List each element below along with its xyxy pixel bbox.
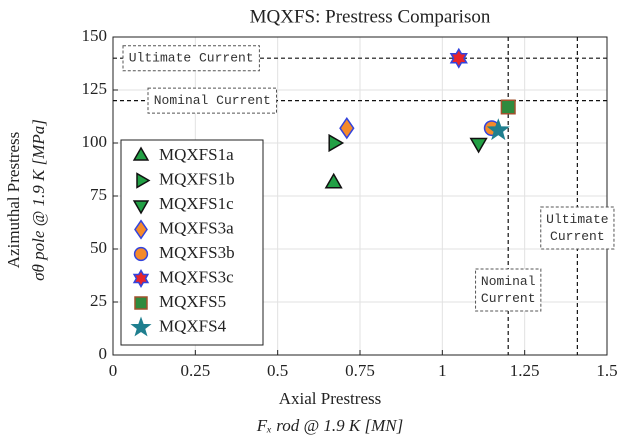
y-tick-label: 50 xyxy=(90,238,107,257)
x-tick-label: 0.5 xyxy=(267,361,288,380)
reference-label-text: Ultimate Current xyxy=(129,51,254,66)
reference-label: Ultimate Current xyxy=(122,45,260,72)
marker xyxy=(486,118,510,141)
legend-box xyxy=(120,139,264,346)
label-box xyxy=(475,268,542,312)
reference-label: Nominal Current xyxy=(147,87,277,114)
reference-label-text: Nominal Current xyxy=(154,93,271,108)
label-box xyxy=(147,87,277,114)
y-tick-label: 75 xyxy=(90,185,107,204)
reference-label-text: Current xyxy=(550,229,605,244)
x-axis-label: Fₓ rod @ 1.9 K [MN] xyxy=(256,416,403,435)
y-tick-label: 100 xyxy=(82,132,108,151)
legend-marker xyxy=(133,246,149,262)
legend-label: MQXFS1a xyxy=(159,145,234,164)
marker xyxy=(324,172,343,189)
reference-label-text: Nominal xyxy=(481,274,536,289)
legend-label: MQXFS3a xyxy=(159,218,234,237)
reference-label: Ultimate Current xyxy=(540,206,615,250)
legend-marker xyxy=(134,296,148,310)
label-box xyxy=(540,206,615,250)
legend-label: MQXFS1c xyxy=(159,194,234,213)
chart-title: MQXFS: Prestress Comparison xyxy=(250,6,491,27)
marker xyxy=(449,47,468,69)
legend-marker xyxy=(132,146,150,161)
legend-marker xyxy=(130,316,152,337)
y-tick-label: 25 xyxy=(90,291,107,310)
legend-label: MQXFS5 xyxy=(159,292,226,311)
x-tick-label: 1.5 xyxy=(596,361,617,380)
x-tick-label: 0 xyxy=(109,361,118,380)
x-tick-label: 0.25 xyxy=(180,361,210,380)
reference-label-text: Ultimate xyxy=(546,212,608,227)
y-tick-label: 150 xyxy=(82,26,108,45)
legend-label: MQXFS3b xyxy=(159,243,235,262)
reference-label: Nominal Current xyxy=(475,268,542,312)
legend-marker xyxy=(132,268,150,289)
legend-marker xyxy=(136,172,151,189)
label-box xyxy=(122,45,260,72)
x-tick-label: 1.25 xyxy=(510,361,540,380)
legend: MQXFS1a MQXFS1b MQXFS1c MQXFS3a MQXFS3b MQXFS… xyxy=(120,139,264,346)
x-tick-label: 0.75 xyxy=(345,361,375,380)
marker xyxy=(500,99,516,115)
marker xyxy=(469,137,488,154)
legend-label: MQXFS1b xyxy=(159,169,235,188)
legend-marker xyxy=(134,219,148,240)
y-tick-label: 125 xyxy=(82,79,108,98)
marker xyxy=(339,116,355,140)
plot-frame xyxy=(112,36,608,356)
legend-label: MQXFS4 xyxy=(159,316,227,335)
y-tick-label: 0 xyxy=(99,344,108,363)
y-axis-label: Azimuthal Prestress xyxy=(4,132,23,268)
legend-label: MQXFS3c xyxy=(159,267,234,286)
marker xyxy=(328,133,345,153)
x-tick-label: 1 xyxy=(438,361,447,380)
legend-marker xyxy=(132,200,150,215)
x-axis-label: Axial Prestress xyxy=(279,389,381,408)
y-axis-label: σθ pole @ 1.9 K [MPa] xyxy=(29,119,48,281)
reference-label-text: Current xyxy=(481,291,536,306)
